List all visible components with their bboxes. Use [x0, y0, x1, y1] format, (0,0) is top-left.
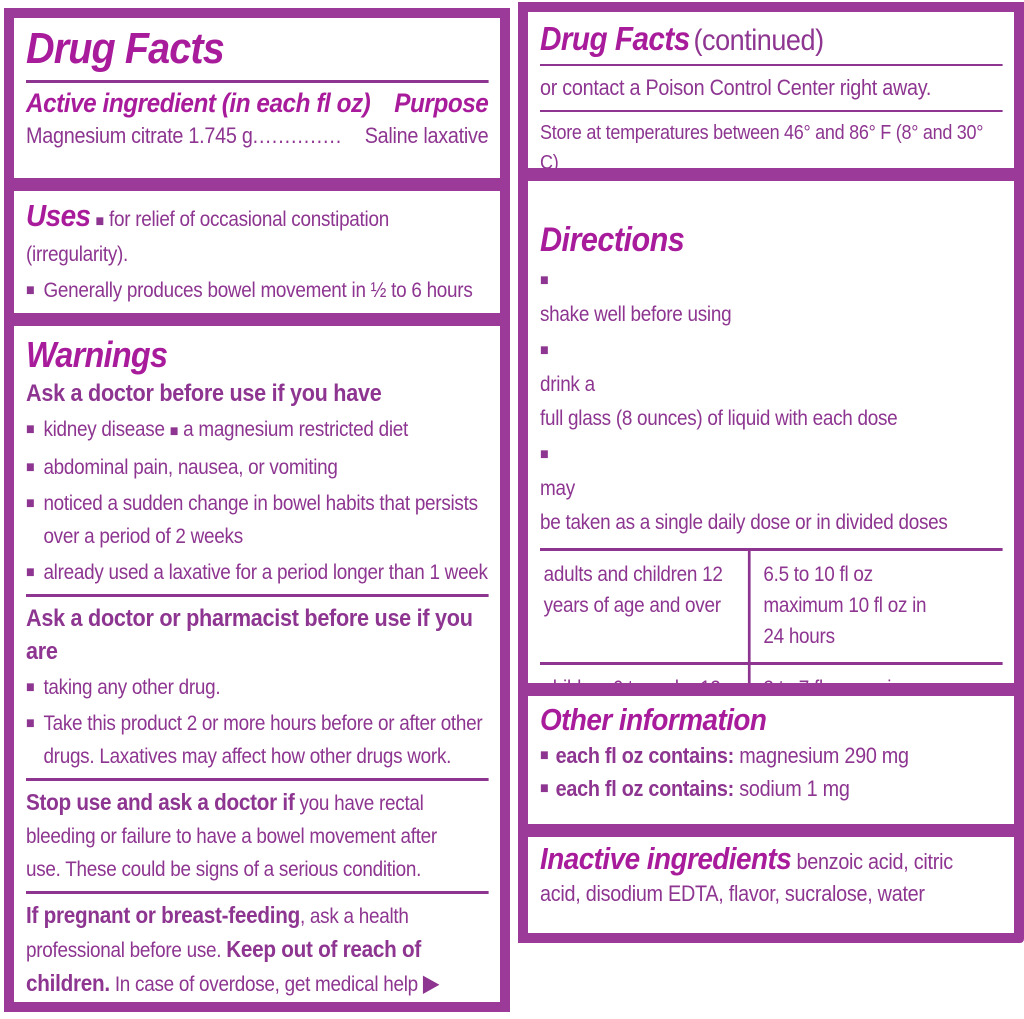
bullet-square-icon: ■: [169, 423, 179, 440]
age-cell: adults and children 12 years of age and …: [543, 563, 723, 617]
uses-section: Uses ■ for relief of occasional constipa…: [14, 191, 500, 313]
warning-bullet-row: ■ taking any other drug.: [26, 671, 488, 704]
drug-facts-title: Drug Facts: [26, 24, 225, 73]
purpose-heading: Purpose: [394, 87, 489, 118]
bullet-square-icon: ■: [26, 564, 35, 581]
warning-bullet-6: Take this product 2 or more hours before…: [43, 712, 483, 768]
divider: [26, 891, 489, 894]
directions-seg-3: may be taken as a single daily dose or i…: [540, 477, 948, 534]
warning-bullet-3: noticed a sudden change in bowel habits …: [43, 492, 478, 548]
directions-heading: Directions: [540, 221, 685, 259]
other-info-1: each fl oz contains: magnesium 290 mg: [556, 740, 909, 771]
other-information-section: Other information ■ each fl oz contains:…: [528, 696, 1014, 824]
bullet-square-icon: ■: [26, 495, 35, 512]
directions-paragraph: Directions ■ shake well before using ■ d…: [540, 189, 1002, 540]
inactive-ingredients-paragraph: Inactive ingredients benzoic acid, citri…: [540, 843, 1002, 910]
purpose-value: Saline laxative: [364, 122, 489, 148]
divider: [26, 778, 489, 781]
dose-cell: 3 to 7 fl oz maximum 7 fl oz in 24 hours: [748, 665, 1002, 683]
warnings-section: Warnings Ask a doctor before use if you …: [14, 326, 500, 1002]
bullet-square-icon: ■: [540, 747, 549, 764]
ask-doctor-heading: Ask a doctor before use if you have: [26, 380, 382, 407]
ingredient-row: Magnesium citrate 1.745 g ..............…: [26, 119, 489, 153]
bullet-square-icon: ■: [26, 282, 35, 299]
table-row: adults and children 12 years of age and …: [540, 551, 1003, 665]
directions-seg-1: shake well before using: [540, 303, 732, 326]
dosage-table: adults and children 12 years of age and …: [540, 548, 1003, 683]
ask-pharmacist-heading: Ask a doctor or pharmacist before use if…: [26, 605, 473, 665]
ingredient-name: Magnesium citrate 1.745 g: [26, 122, 253, 148]
bullet-square-icon: ■: [26, 679, 35, 696]
divider: [540, 110, 1003, 112]
divider: [26, 594, 489, 597]
stop-use-rest: you have rectal bleeding or failure to h…: [26, 792, 437, 881]
bullet-square-icon: ■: [540, 342, 549, 359]
bullet-square-icon: ■: [26, 421, 35, 438]
warning-bullet-1: kidney disease ■ a magnesium restricted …: [43, 413, 488, 448]
storage-line: Store at temperatures between 46° and 86…: [540, 122, 984, 168]
inactive-ingredients-heading: Inactive ingredients: [540, 841, 792, 876]
bullet-square-icon: ■: [26, 459, 35, 476]
continued-label: (continued): [693, 24, 824, 57]
table-row: children 6 to under 12 years of age 3 to…: [540, 665, 1002, 683]
warning-bullet-1b: a magnesium restricted diet: [183, 418, 408, 441]
other-info-2: each fl oz contains: sodium 1 mg: [556, 773, 850, 804]
pregnant-bold: If pregnant or breast-feeding: [26, 902, 300, 928]
active-ingredient-header: Active ingredient (in each fl oz) Purpos…: [26, 87, 489, 119]
other-info-row: ■ each fl oz contains: sodium 1 mg: [540, 773, 1002, 804]
pregnancy-paragraph: If pregnant or breast-feeding, ask a hea…: [26, 899, 488, 1001]
overdose-rest: In case of overdose, get medical help: [109, 973, 423, 996]
continued-title-row: Drug Facts (continued): [540, 20, 1002, 58]
directions-seg-2: drink a full glass (8 ounces) of liquid …: [540, 373, 898, 430]
inactive-ingredients-section: Inactive ingredients benzoic acid, citri…: [528, 837, 1014, 933]
warning-bullet-row: ■ Take this product 2 or more hours befo…: [26, 707, 488, 773]
age-cell: children 6 to under 12 years of age: [540, 665, 748, 683]
stop-use-paragraph: Stop use and ask a doctor if you have re…: [26, 786, 488, 886]
continued-section: Drug Facts (continued) or contact a Pois…: [528, 12, 1014, 168]
uses-heading: Uses: [26, 198, 91, 233]
dose-cell: 6.5 to 10 fl oz maximum 10 fl oz in 24 h…: [748, 551, 1002, 662]
pregnant-mid: , ask a health professional before use.: [26, 905, 409, 962]
warning-bullet-row: ■ kidney disease ■ a magnesium restricte…: [26, 413, 488, 448]
uses-bullet-1: for relief of occasional constipation (i…: [26, 208, 389, 266]
uses-paragraph: Uses ■ for relief of occasional constipa…: [26, 199, 488, 271]
bullet-square-icon: ■: [26, 715, 35, 732]
warning-bullet-5: taking any other drug.: [43, 676, 221, 699]
active-ingredient-heading: Active ingredient (in each fl oz): [26, 87, 371, 118]
other-info-row: ■ each fl oz contains: magnesium 290 mg: [540, 740, 1002, 771]
warning-bullet-row: ■ already used a laxative for a period l…: [26, 556, 488, 589]
uses-bullet-row: ■ Generally produces bowel movement in ½…: [26, 274, 488, 307]
contains-rest: sodium 1 mg: [733, 776, 850, 801]
contains-bold: each fl oz contains:: [555, 743, 735, 768]
directions-section: Directions ■ shake well before using ■ d…: [528, 181, 1014, 683]
warning-bullet-row: ■ abdominal pain, nausea, or vomiting: [26, 451, 488, 484]
warning-bullet-4: already used a laxative for a period lon…: [43, 561, 488, 584]
bullet-square-icon: ■: [540, 272, 549, 289]
drug-facts-continued-title: Drug Facts: [540, 20, 690, 57]
contains-rest: magnesium 290 mg: [733, 743, 909, 768]
stop-use-bold: Stop use and ask a doctor if: [26, 789, 295, 815]
uses-bullet-2: Generally produces bowel movement in ½ t…: [43, 279, 473, 302]
divider: [540, 64, 1003, 66]
bullet-square-icon: ■: [540, 446, 549, 463]
warning-bullet-1a: kidney disease: [43, 418, 165, 441]
contains-bold: each fl oz contains:: [555, 776, 735, 801]
right-panel: Drug Facts (continued) or contact a Pois…: [518, 2, 1024, 943]
left-panel: Drug Facts Active ingredient (in each fl…: [4, 8, 510, 1012]
dot-leader: ..............: [252, 122, 343, 148]
poison-control-line: or contact a Poison Control Center right…: [540, 75, 932, 100]
warning-bullet-row: ■ noticed a sudden change in bowel habit…: [26, 487, 488, 553]
warning-bullet-2: abdominal pain, nausea, or vomiting: [43, 456, 338, 479]
divider: [26, 79, 489, 83]
title-section: Drug Facts Active ingredient (in each fl…: [14, 18, 500, 178]
keep-out-bold: Keep out of reach of children.: [26, 936, 421, 996]
inactive-ingredients-list: benzoic acid, citric acid, disodium EDTA…: [540, 849, 953, 906]
bullet-square-icon: ■: [540, 780, 549, 797]
arrow-right-icon: ▶: [422, 970, 440, 997]
bullet-square-icon: ■: [95, 213, 105, 230]
other-information-heading: Other information: [540, 702, 767, 737]
warnings-heading: Warnings: [26, 334, 168, 375]
